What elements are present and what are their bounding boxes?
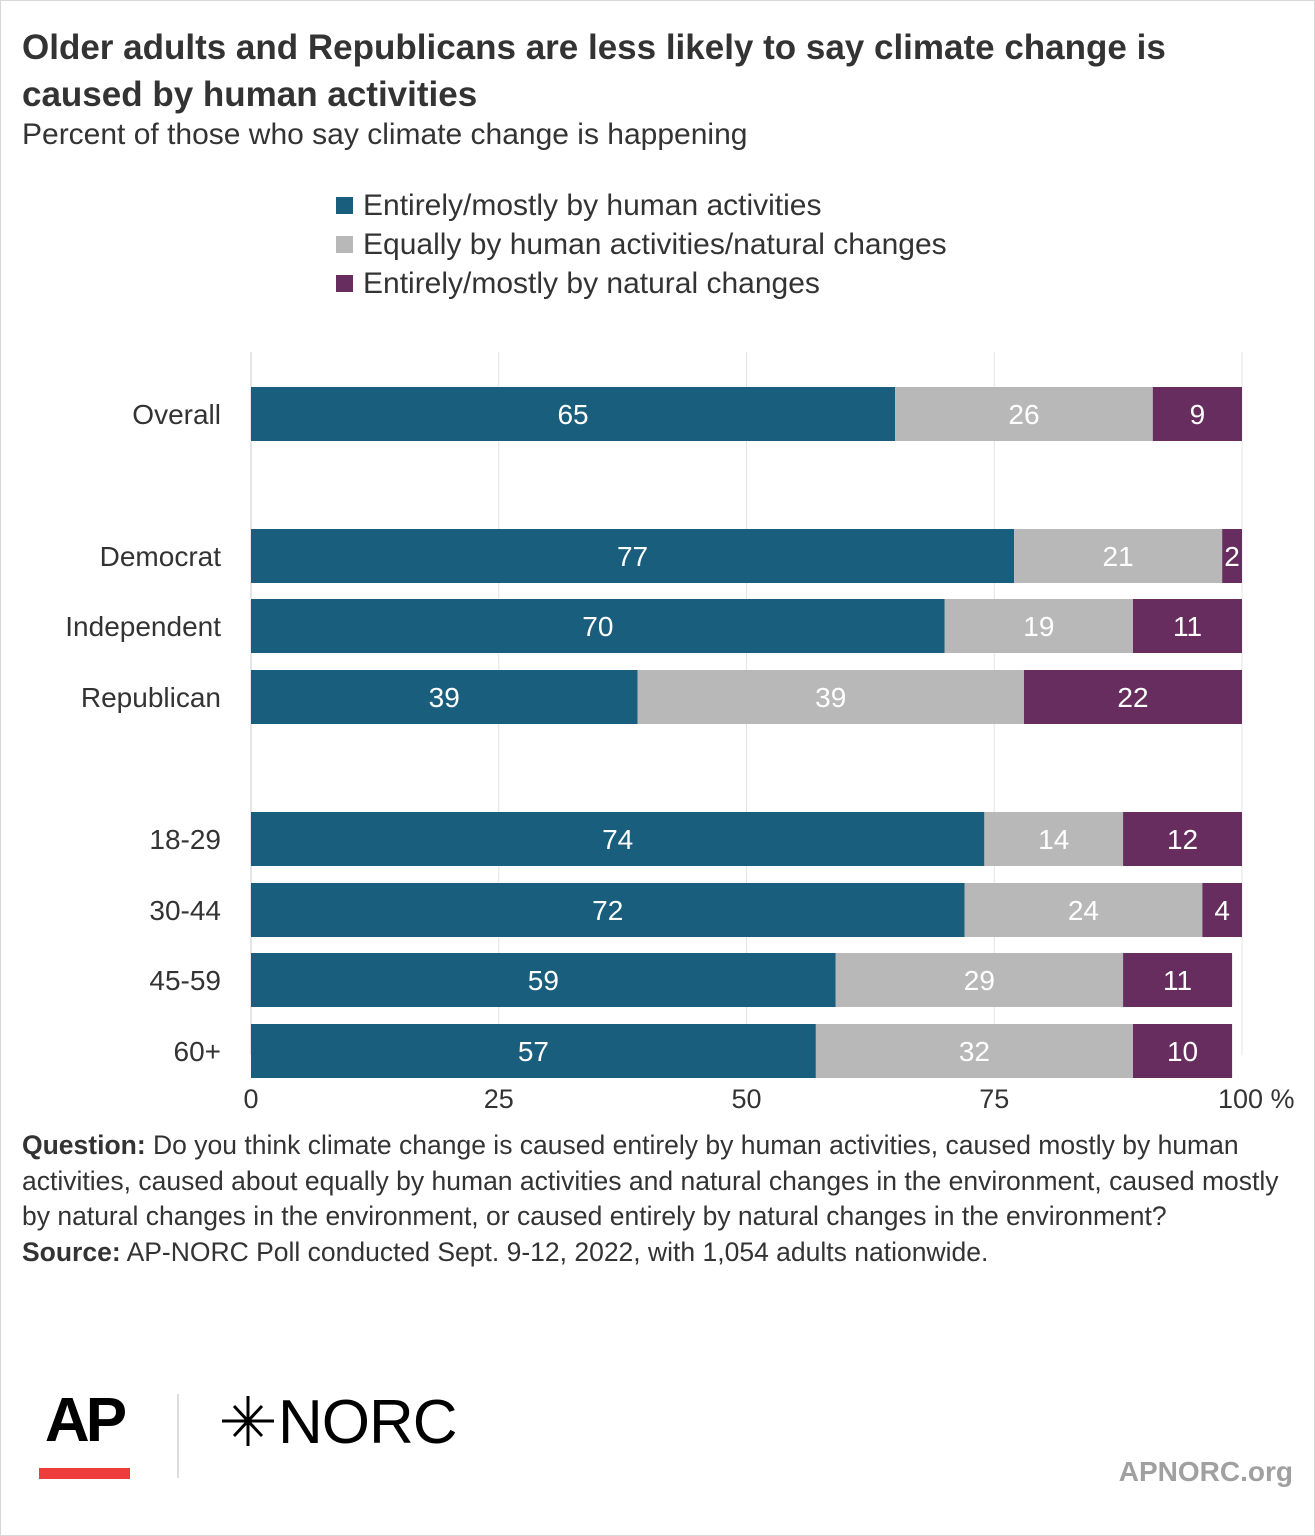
legend-item-human: Entirely/mostly by human activities bbox=[336, 186, 947, 225]
data-label: 19 bbox=[1023, 611, 1054, 642]
legend-label-human: Entirely/mostly by human activities bbox=[363, 188, 822, 222]
chart-subtitle: Percent of those who say climate change … bbox=[22, 118, 748, 151]
category-label: 60+ bbox=[174, 1036, 222, 1067]
data-label: 21 bbox=[1103, 541, 1134, 572]
chart-title: Older adults and Republicans are less li… bbox=[22, 28, 1166, 114]
data-label: 2 bbox=[1224, 541, 1240, 572]
svg-text:NORC: NORC bbox=[278, 1388, 457, 1457]
bar-segment bbox=[251, 953, 836, 1007]
data-label: 4 bbox=[1214, 895, 1230, 926]
legend-label-equally: Equally by human activities/natural chan… bbox=[363, 227, 947, 261]
category-label: Overall bbox=[132, 399, 221, 430]
chart-notes: Question: Do you think climate change is… bbox=[22, 1128, 1292, 1270]
bar-segment bbox=[984, 812, 1124, 866]
bar-segment bbox=[835, 953, 1124, 1007]
data-label: 32 bbox=[959, 1036, 990, 1067]
logo-divider bbox=[177, 1394, 179, 1478]
ap-logo: AP bbox=[39, 1388, 130, 1479]
data-label: 72 bbox=[592, 895, 623, 926]
norc-logo: NORC bbox=[222, 1388, 458, 1457]
data-label: 9 bbox=[1190, 399, 1206, 430]
star-icon bbox=[222, 1396, 274, 1446]
x-tick-label: 50 bbox=[731, 1084, 761, 1114]
question-label: Question: bbox=[22, 1130, 146, 1160]
data-label: 29 bbox=[964, 965, 995, 996]
bar-segment bbox=[944, 599, 1133, 653]
bar-segment bbox=[251, 670, 638, 724]
data-label: 74 bbox=[602, 824, 633, 855]
bar-segment bbox=[251, 387, 896, 441]
data-label: 22 bbox=[1117, 682, 1148, 713]
data-label: 39 bbox=[815, 682, 846, 713]
data-label: 77 bbox=[617, 541, 648, 572]
data-label: 70 bbox=[582, 611, 613, 642]
bar-segment bbox=[1222, 529, 1242, 583]
bar-segment bbox=[251, 599, 945, 653]
bar-segment bbox=[251, 1024, 816, 1078]
source-label: Source: bbox=[22, 1236, 121, 1267]
x-tick-label: 100 % bbox=[1218, 1084, 1295, 1114]
bar-segment bbox=[1132, 1024, 1233, 1078]
bar-segment bbox=[895, 387, 1153, 441]
bar-segment bbox=[964, 883, 1203, 937]
legend: Entirely/mostly by human activities Equa… bbox=[336, 186, 947, 303]
question-text: Do you think climate change is caused en… bbox=[22, 1130, 1279, 1231]
x-tick-label: 25 bbox=[484, 1084, 514, 1114]
legend-label-natural: Entirely/mostly by natural changes bbox=[363, 266, 820, 300]
data-label: 10 bbox=[1167, 1036, 1198, 1067]
bar-segment bbox=[251, 883, 965, 937]
bar-segment bbox=[251, 529, 1015, 583]
data-label: 39 bbox=[429, 682, 460, 713]
data-label: 26 bbox=[1008, 399, 1039, 430]
svg-text:AP: AP bbox=[45, 1388, 126, 1455]
data-label: 65 bbox=[557, 399, 588, 430]
source-note: Source: AP-NORC Poll conducted Sept. 9-1… bbox=[22, 1235, 1292, 1271]
bar-segment bbox=[1132, 599, 1242, 653]
site-url: APNORC.org bbox=[1118, 1456, 1293, 1487]
data-label: 57 bbox=[518, 1036, 549, 1067]
category-label: Democrat bbox=[100, 541, 222, 572]
bar-segment bbox=[1123, 953, 1233, 1007]
data-label: 12 bbox=[1167, 824, 1198, 855]
bar-segment bbox=[637, 670, 1024, 724]
category-label: Independent bbox=[65, 611, 221, 642]
category-label: 18-29 bbox=[149, 824, 221, 855]
bar-segment bbox=[1123, 812, 1242, 866]
x-tick-label: 75 bbox=[979, 1084, 1009, 1114]
data-label: 24 bbox=[1068, 895, 1099, 926]
data-label: 59 bbox=[528, 965, 559, 996]
bar-segment bbox=[251, 812, 985, 866]
data-label: 14 bbox=[1038, 824, 1069, 855]
bar-segment bbox=[815, 1024, 1133, 1078]
bar-segment bbox=[1023, 670, 1242, 724]
question-note: Question: Do you think climate change is… bbox=[22, 1128, 1292, 1235]
legend-item-natural: Entirely/mostly by natural changes bbox=[336, 264, 947, 303]
bar-segment bbox=[1202, 883, 1242, 937]
legend-item-equally: Equally by human activities/natural chan… bbox=[336, 225, 947, 264]
legend-swatch-natural bbox=[336, 275, 353, 292]
x-tick-label: 0 bbox=[243, 1084, 258, 1114]
data-label: 11 bbox=[1163, 965, 1192, 996]
data-label: 11 bbox=[1173, 611, 1202, 642]
category-label: Republican bbox=[81, 682, 221, 713]
legend-swatch-equally bbox=[336, 236, 353, 253]
category-label: 45-59 bbox=[149, 965, 221, 996]
bar-segment bbox=[1152, 387, 1242, 441]
category-label: 30-44 bbox=[149, 895, 221, 926]
source-text: AP-NORC Poll conducted Sept. 9-12, 2022,… bbox=[120, 1236, 989, 1267]
bar-segment bbox=[1014, 529, 1223, 583]
legend-swatch-human bbox=[336, 197, 353, 214]
